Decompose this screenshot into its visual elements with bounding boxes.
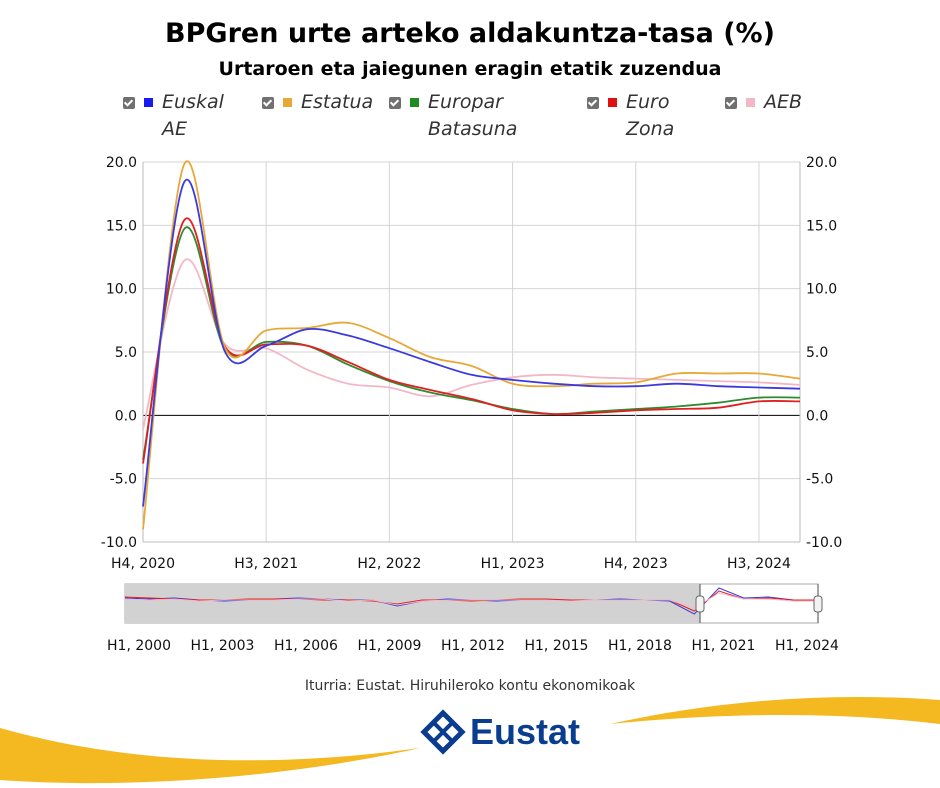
legend-item-estatua[interactable]: Estatua (262, 89, 391, 116)
eustat-logo: Eustat (420, 709, 580, 755)
y-tick-label-right: -10.0 (806, 535, 842, 551)
series-line-europar-batasuna (142, 226, 801, 460)
chart-title: BPGren urte arteko aldakuntza-tasa (%) (165, 18, 775, 49)
y-tick-label-left: 20.0 (106, 155, 137, 171)
navigator-tick-label: H1, 2006 (274, 638, 338, 654)
y-tick-label-left: 15.0 (106, 218, 137, 234)
navigator-tick-label: H1, 2015 (524, 638, 588, 654)
y-tick-label-right: 0.0 (806, 408, 828, 424)
navigator-tick-label: H1, 2012 (441, 638, 505, 654)
legend-label: Euskal AE (162, 91, 224, 140)
legend-item-euro-zona[interactable]: Euro Zona (587, 89, 696, 143)
legend-swatch (144, 98, 153, 107)
navigator-tick-label: H1, 2021 (691, 638, 755, 654)
y-tick-label-right: 20.0 (806, 155, 837, 171)
navigator-tick-label: H1, 2018 (608, 638, 672, 654)
y-tick-label-left: -10.0 (101, 535, 137, 551)
y-tick-label-right: 10.0 (806, 282, 837, 298)
y-tick-label-right: -5.0 (806, 472, 833, 488)
x-tick-label: H3, 2021 (234, 556, 298, 572)
checkbox-icon[interactable] (262, 97, 274, 109)
swoosh-left-decoration (0, 728, 420, 784)
y-tick-label-left: 0.0 (115, 408, 137, 424)
checkbox-icon[interactable] (389, 97, 401, 109)
y-tick-label-right: 5.0 (806, 345, 828, 361)
legend-label: AEB (764, 91, 803, 113)
x-tick-label: H2, 2022 (357, 556, 421, 572)
x-tick-label: H1, 2023 (481, 556, 545, 572)
source-note: Iturria: Eustat. Hiruhileroko kontu ekon… (304, 678, 636, 694)
x-tick-label: H3, 2024 (727, 556, 791, 572)
y-tick-label-right: 15.0 (806, 218, 837, 234)
navigator-handle-right[interactable] (813, 595, 823, 613)
navigator-tick-label: H1, 2009 (357, 638, 421, 654)
navigator-tick-label: H1, 2024 (775, 638, 839, 654)
navigator-tick-label: H1, 2000 (107, 638, 171, 654)
navigator-mask (125, 584, 700, 623)
y-tick-label-left: -5.0 (110, 472, 137, 488)
series-line-euro-zona (142, 217, 801, 464)
legend-item-europar-batasuna[interactable]: Europar Batasuna (389, 89, 528, 143)
series-line-estatua (142, 160, 801, 530)
legend-swatch (746, 98, 755, 107)
legend-label: Euro Zona (626, 91, 675, 140)
chart-subtitle: Urtaroen eta jaiegunen eragin etatik zuz… (218, 58, 722, 80)
swoosh-right-decoration (610, 697, 940, 724)
checkbox-icon[interactable] (587, 97, 599, 109)
navigator-tick-label: H1, 2003 (191, 638, 255, 654)
legend-swatch (410, 98, 419, 107)
series-line-euskal-ae (142, 178, 801, 507)
navigator-handle-left[interactable] (695, 595, 705, 613)
legend-swatch (283, 98, 292, 107)
y-tick-label-left: 5.0 (115, 345, 137, 361)
logo-text: Eustat (470, 711, 580, 752)
x-tick-label: H4, 2023 (604, 556, 668, 572)
legend-label: Estatua (301, 91, 374, 113)
x-tick-label: H4, 2020 (111, 556, 175, 572)
legend-swatch (608, 98, 617, 107)
legend-item-aeb[interactable]: AEB (725, 89, 824, 116)
legend-label: Europar Batasuna (428, 91, 518, 140)
y-tick-label-left: 10.0 (106, 282, 137, 298)
checkbox-icon[interactable] (123, 97, 135, 109)
legend-item-euskal-ae[interactable]: Euskal AE (123, 89, 240, 143)
checkbox-icon[interactable] (725, 97, 737, 109)
